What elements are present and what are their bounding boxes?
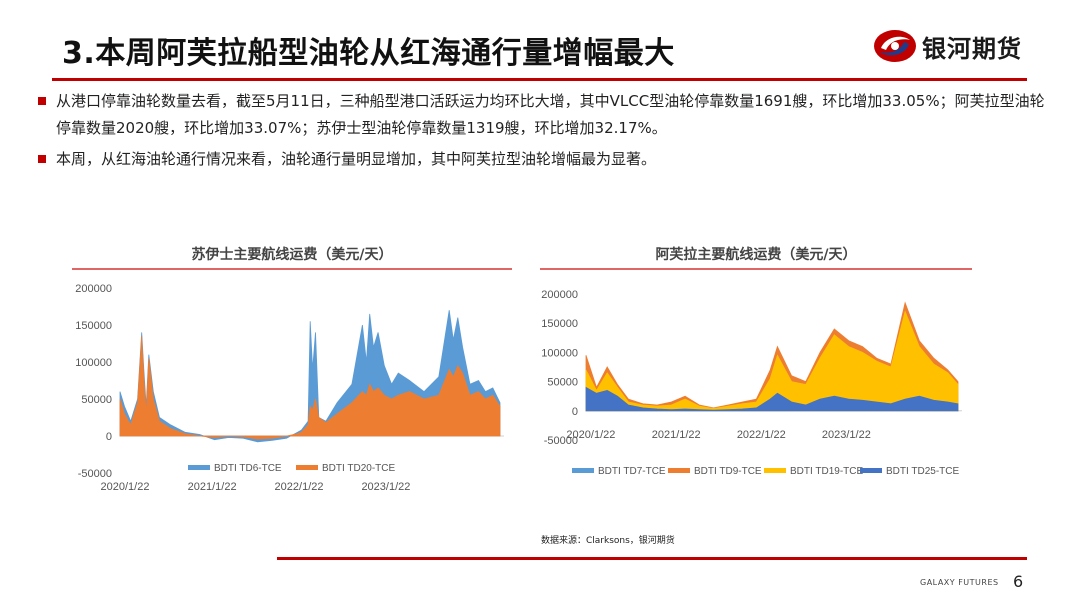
chart-title: 阿芙拉主要航线运费（美元/天）	[655, 247, 857, 263]
series-area-1	[119, 336, 501, 440]
footer-brand: GALAXY FUTURES	[920, 578, 999, 587]
legend-swatch-0	[188, 465, 210, 470]
chart-title: 苏伊士主要航线运费（美元/天）	[191, 247, 393, 263]
x-tick-label: 2021/1/22	[188, 481, 237, 493]
y-tick-label: 150000	[541, 318, 578, 330]
chart-title-rule	[540, 268, 972, 270]
y-tick-label: 50000	[81, 394, 112, 406]
legend-label-3: BDTI TD25-TCE	[886, 466, 959, 477]
brand-name: 银河期货	[922, 34, 1022, 63]
series-area-2	[585, 310, 959, 412]
bullet-item: 本周，从红海油轮通行情况来看，油轮通行量明显增加，其中阿芙拉型油轮增幅最为显著。	[36, 146, 1046, 173]
data-source: 数据来源：Clarksons，银河期货	[541, 536, 675, 546]
bullet-item: 从港口停靠油轮数量去看，截至5月11日，三种船型港口活跃运力均环比大增，其中VL…	[36, 88, 1046, 142]
legend-label-0: BDTI TD7-TCE	[598, 466, 666, 477]
title-underline	[52, 78, 1027, 81]
y-tick-label: 200000	[541, 289, 578, 301]
legend-label-1: BDTI TD20-TCE	[322, 463, 395, 474]
legend-swatch-2	[764, 468, 786, 473]
legend-swatch-0	[572, 468, 594, 473]
x-tick-label: 2022/1/22	[737, 429, 786, 441]
x-tick-label: 2021/1/22	[652, 429, 701, 441]
y-tick-label: 100000	[75, 357, 112, 369]
x-tick-label: 2020/1/22	[566, 429, 615, 441]
y-tick-label: 100000	[541, 347, 578, 359]
galaxy-swirl-icon	[874, 30, 916, 62]
series-area-3	[585, 386, 959, 412]
page-number: 6	[1013, 572, 1024, 591]
y-tick-label: 0	[106, 431, 112, 443]
legend-label-0: BDTI TD6-TCE	[214, 463, 282, 474]
bullet-text: 从港口停靠油轮数量去看，截至5月11日，三种船型港口活跃运力均环比大增，其中VL…	[56, 92, 1045, 137]
y-tick-label: 0	[572, 406, 578, 418]
bullet-square-icon	[38, 97, 46, 105]
y-tick-label: 200000	[75, 283, 112, 295]
x-tick-label: 2022/1/22	[275, 481, 324, 493]
bullet-square-icon	[38, 155, 46, 163]
y-tick-label: 150000	[75, 320, 112, 332]
y-tick-label: 50000	[547, 377, 578, 389]
x-tick-label: 2023/1/22	[822, 429, 871, 441]
bullet-text: 本周，从红海油轮通行情况来看，油轮通行量明显增加，其中阿芙拉型油轮增幅最为显著。	[56, 150, 657, 168]
x-tick-label: 2020/1/22	[101, 481, 150, 493]
x-tick-label: 2023/1/22	[361, 481, 410, 493]
legend-swatch-1	[668, 468, 690, 473]
suez-freight-chart: 苏伊士主要航线运费（美元/天） 200000 150000 100000 50000 0…	[72, 236, 512, 526]
page-title: 3.本周阿芙拉船型油轮从红海通行量增幅最大	[62, 36, 675, 71]
legend-swatch-3	[860, 468, 882, 473]
bullet-list: 从港口停靠油轮数量去看，截至5月11日，三种船型港口活跃运力均环比大增，其中VL…	[36, 88, 1046, 173]
footer-rule	[277, 557, 1027, 560]
chart-title-rule	[72, 268, 512, 270]
legend-label-2: BDTI TD19-TCE	[790, 466, 863, 477]
legend-swatch-1	[296, 465, 318, 470]
y-tick-label: -50000	[78, 468, 112, 480]
brand-logo: 银河期货	[872, 26, 1022, 66]
legend-label-1: BDTI TD9-TCE	[694, 466, 762, 477]
aframax-freight-chart: 阿芙拉主要航线运费（美元/天） 200000 150000 100000 50000 0…	[540, 236, 972, 526]
y-tick-label: -50000	[544, 435, 578, 447]
